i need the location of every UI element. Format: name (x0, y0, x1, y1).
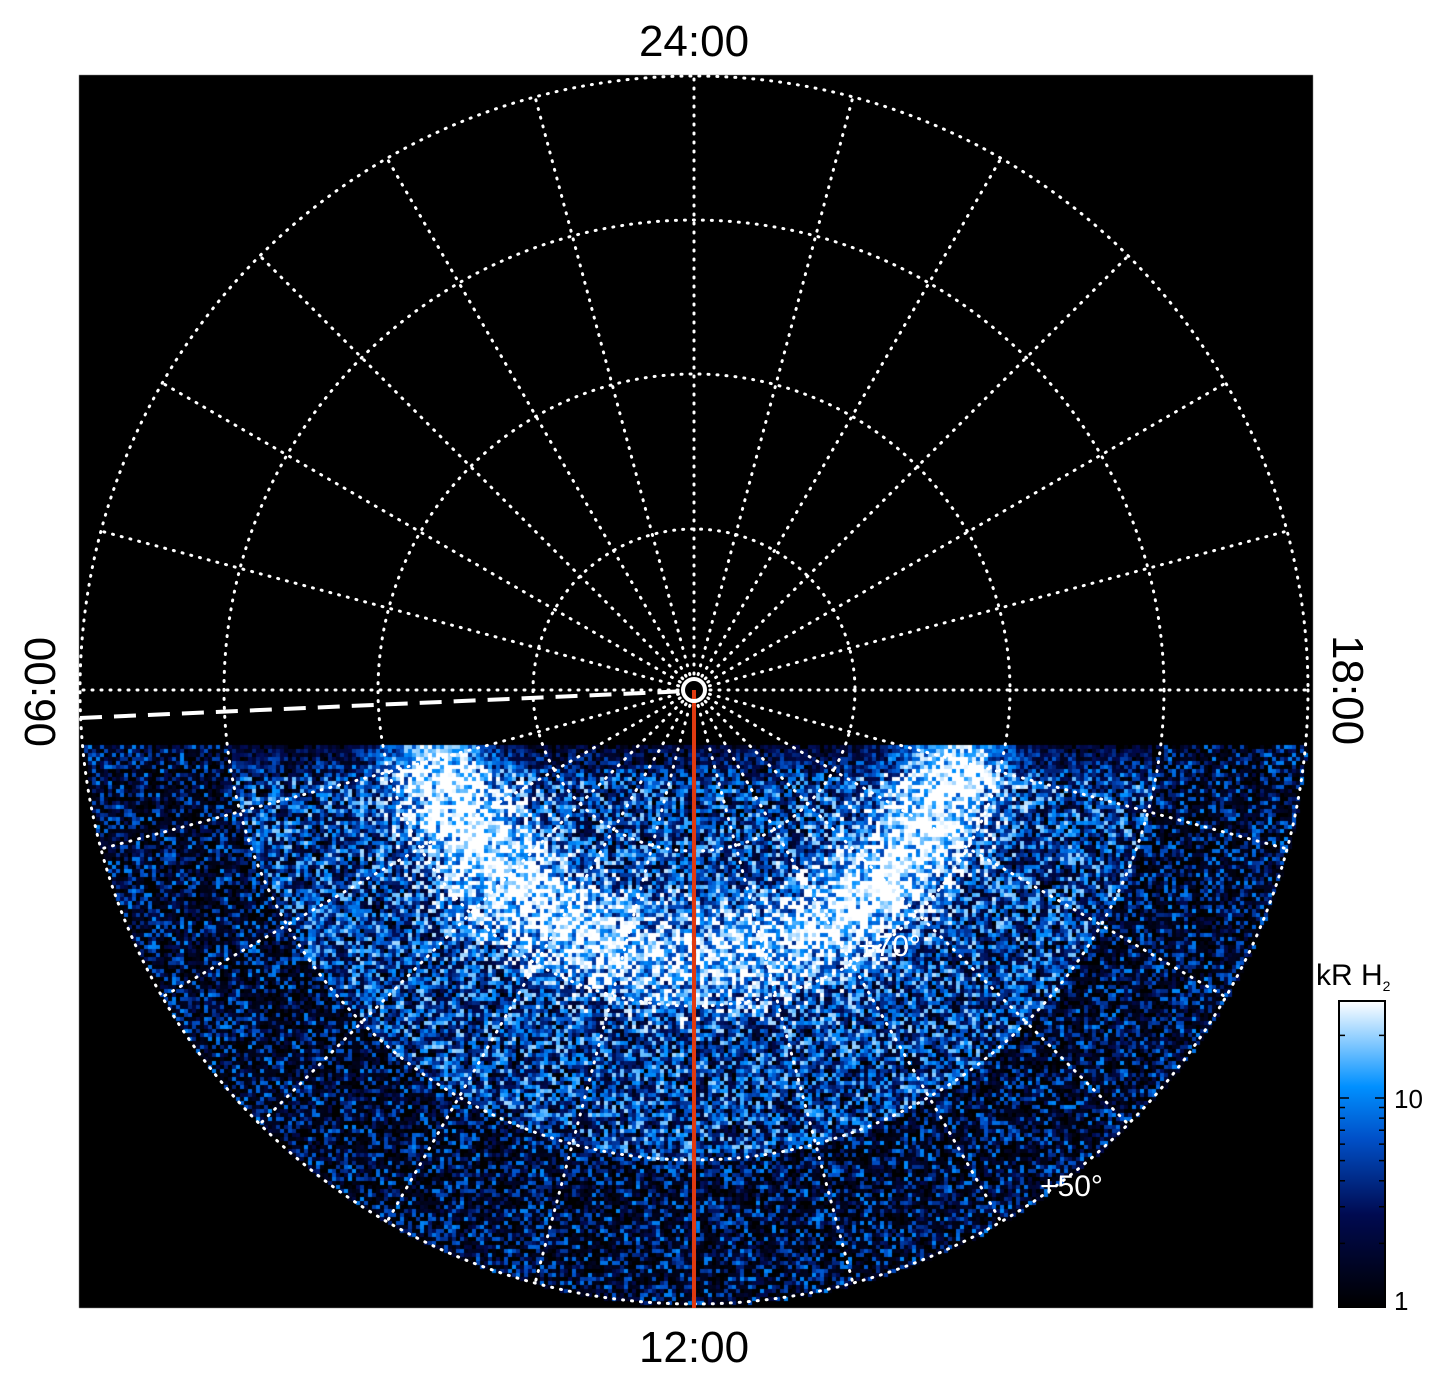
dashed-line (79, 689, 689, 720)
label-06-00: 06:00 (16, 637, 65, 747)
colorbar-gradient (1338, 1000, 1386, 1308)
meridian-line (706, 381, 1228, 684)
meridian-line (385, 156, 688, 678)
latitude-label-70: +70° (858, 930, 921, 963)
colorbar-tick-10: 10 (1394, 1084, 1423, 1114)
latitude-label-50: +50° (1040, 1170, 1103, 1203)
meridian-line (160, 696, 682, 999)
meridian-line (258, 254, 685, 681)
colorbar-tick-1: 1 (1394, 1286, 1408, 1316)
meridian-line (700, 156, 1003, 678)
meridian-line (258, 699, 685, 1126)
meridian-line (700, 702, 1003, 1224)
meridian-line (696, 95, 855, 677)
meridian-line (99, 692, 681, 851)
meridian-line (99, 529, 681, 688)
meridian-line (696, 703, 855, 1285)
label-18-00: 18:00 (1323, 635, 1372, 745)
colorbar-label: kR H2 (1316, 959, 1391, 994)
meridian-line (385, 702, 688, 1224)
colorbar: kR H2 10 1 (1316, 959, 1423, 1316)
pole-marker (681, 677, 707, 703)
colorbar-ticks (1339, 1034, 1385, 1307)
meridian-line (703, 254, 1130, 681)
meridian-line (707, 529, 1289, 688)
label-12-00: 12:00 (639, 1323, 749, 1372)
meridian-line (706, 696, 1228, 999)
label-24-00: 24:00 (639, 17, 749, 66)
meridian-line (703, 699, 1130, 1126)
meridian-line (533, 95, 692, 677)
meridian-line (160, 381, 682, 684)
meridian-line (533, 703, 692, 1285)
meridian-line (707, 692, 1289, 851)
